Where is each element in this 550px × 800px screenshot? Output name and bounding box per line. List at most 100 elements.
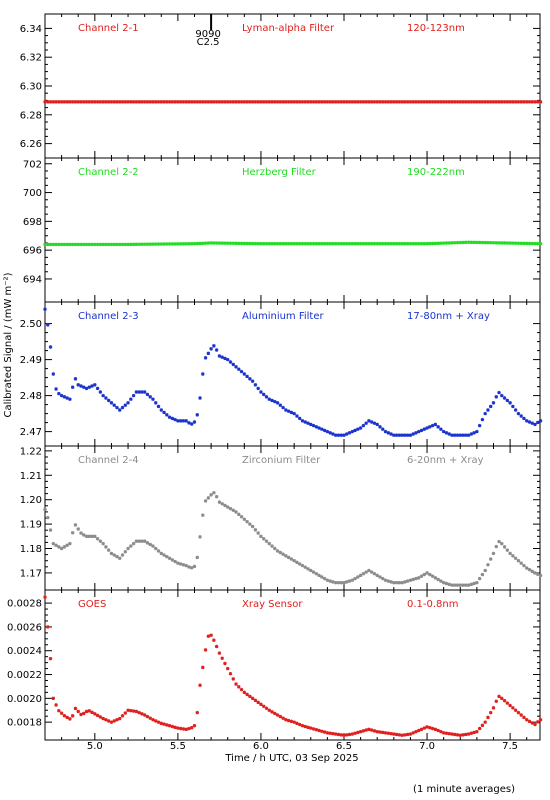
data-point	[331, 432, 335, 436]
data-point	[425, 241, 429, 246]
data-point	[439, 729, 443, 734]
data-point	[295, 721, 299, 726]
data-point	[489, 710, 493, 715]
data-point	[162, 553, 166, 557]
data-point	[486, 240, 490, 245]
data-point	[394, 732, 399, 737]
data-point	[154, 719, 158, 723]
data-point	[82, 711, 86, 716]
data-point	[538, 419, 543, 423]
data-point	[436, 241, 440, 245]
data-point	[178, 242, 183, 246]
data-point	[281, 716, 285, 720]
data-point	[455, 733, 460, 737]
x-axis: 5.0 5.5 6.0 6.5 7.0 7.5	[87, 741, 518, 752]
data-point	[530, 721, 534, 725]
data-point	[262, 537, 266, 541]
data-point	[300, 241, 305, 246]
data-point	[303, 420, 307, 424]
data-point	[79, 100, 83, 104]
data-point	[369, 728, 374, 732]
data-point	[220, 355, 224, 359]
data-point	[300, 100, 305, 104]
data-point	[90, 384, 94, 388]
data-point	[469, 432, 474, 436]
data-point	[195, 413, 199, 417]
data-point	[176, 561, 180, 565]
event-label-top: 9090	[195, 29, 220, 40]
data-point	[201, 241, 205, 246]
data-point	[417, 241, 421, 246]
data-point	[527, 719, 532, 724]
data-point	[367, 100, 371, 104]
band-label: 17-80nm + Xray	[407, 311, 490, 322]
data-point	[79, 242, 83, 247]
data-point	[262, 392, 266, 397]
data-point	[419, 241, 424, 246]
data-point	[101, 393, 105, 398]
data-point	[226, 100, 230, 104]
data-point	[477, 240, 482, 245]
data-point	[461, 433, 465, 437]
data-point	[201, 100, 205, 104]
data-point	[226, 666, 230, 671]
channel-label: Channel 2-1	[78, 23, 139, 34]
data-point	[525, 241, 529, 246]
data-point	[98, 242, 103, 247]
data-point	[237, 685, 241, 689]
data-point	[245, 241, 249, 246]
y-tick-label: 1.17	[20, 568, 42, 579]
data-point	[394, 580, 399, 585]
data-point	[57, 545, 61, 549]
panel-frame	[44, 445, 541, 591]
data-point	[51, 242, 56, 247]
data-point	[245, 374, 249, 379]
data-point	[297, 562, 302, 566]
data-point	[176, 242, 180, 246]
data-point	[120, 405, 125, 410]
data-point	[256, 700, 260, 705]
data-point	[314, 425, 319, 429]
data-point	[300, 724, 305, 728]
data-point	[140, 242, 144, 246]
data-point	[173, 725, 177, 730]
filter-label: Lyman-alpha Filter	[242, 23, 335, 34]
data-point	[126, 242, 130, 247]
data-point	[386, 100, 390, 104]
data-point	[527, 420, 532, 424]
data-point	[126, 708, 130, 712]
data-point	[178, 726, 183, 731]
y-tick-label: 2.49	[20, 355, 42, 366]
data-point	[417, 576, 421, 580]
data-point	[54, 387, 58, 391]
data-point	[461, 240, 465, 245]
data-point	[483, 411, 487, 416]
data-point	[270, 710, 274, 714]
data-point	[253, 100, 258, 104]
data-point	[466, 732, 471, 736]
data-point	[184, 419, 188, 423]
data-point	[489, 100, 493, 104]
data-point	[411, 432, 415, 436]
data-point	[242, 517, 247, 521]
data-point	[170, 242, 175, 246]
data-point	[48, 528, 53, 532]
data-point	[237, 241, 241, 246]
data-point	[392, 241, 396, 246]
data-point	[328, 100, 332, 104]
data-point	[367, 568, 371, 573]
data-point	[214, 348, 219, 352]
data-point	[450, 433, 454, 437]
panel-frame	[44, 589, 541, 741]
data-point	[259, 100, 263, 104]
channel-label: GOES	[78, 599, 106, 610]
data-point	[356, 575, 360, 579]
data-point	[311, 727, 316, 731]
data-point	[137, 242, 141, 246]
data-point	[408, 578, 413, 582]
data-point	[145, 392, 150, 397]
data-point	[386, 431, 390, 435]
data-point	[159, 721, 163, 726]
data-point	[187, 565, 191, 569]
data-point	[372, 421, 377, 425]
